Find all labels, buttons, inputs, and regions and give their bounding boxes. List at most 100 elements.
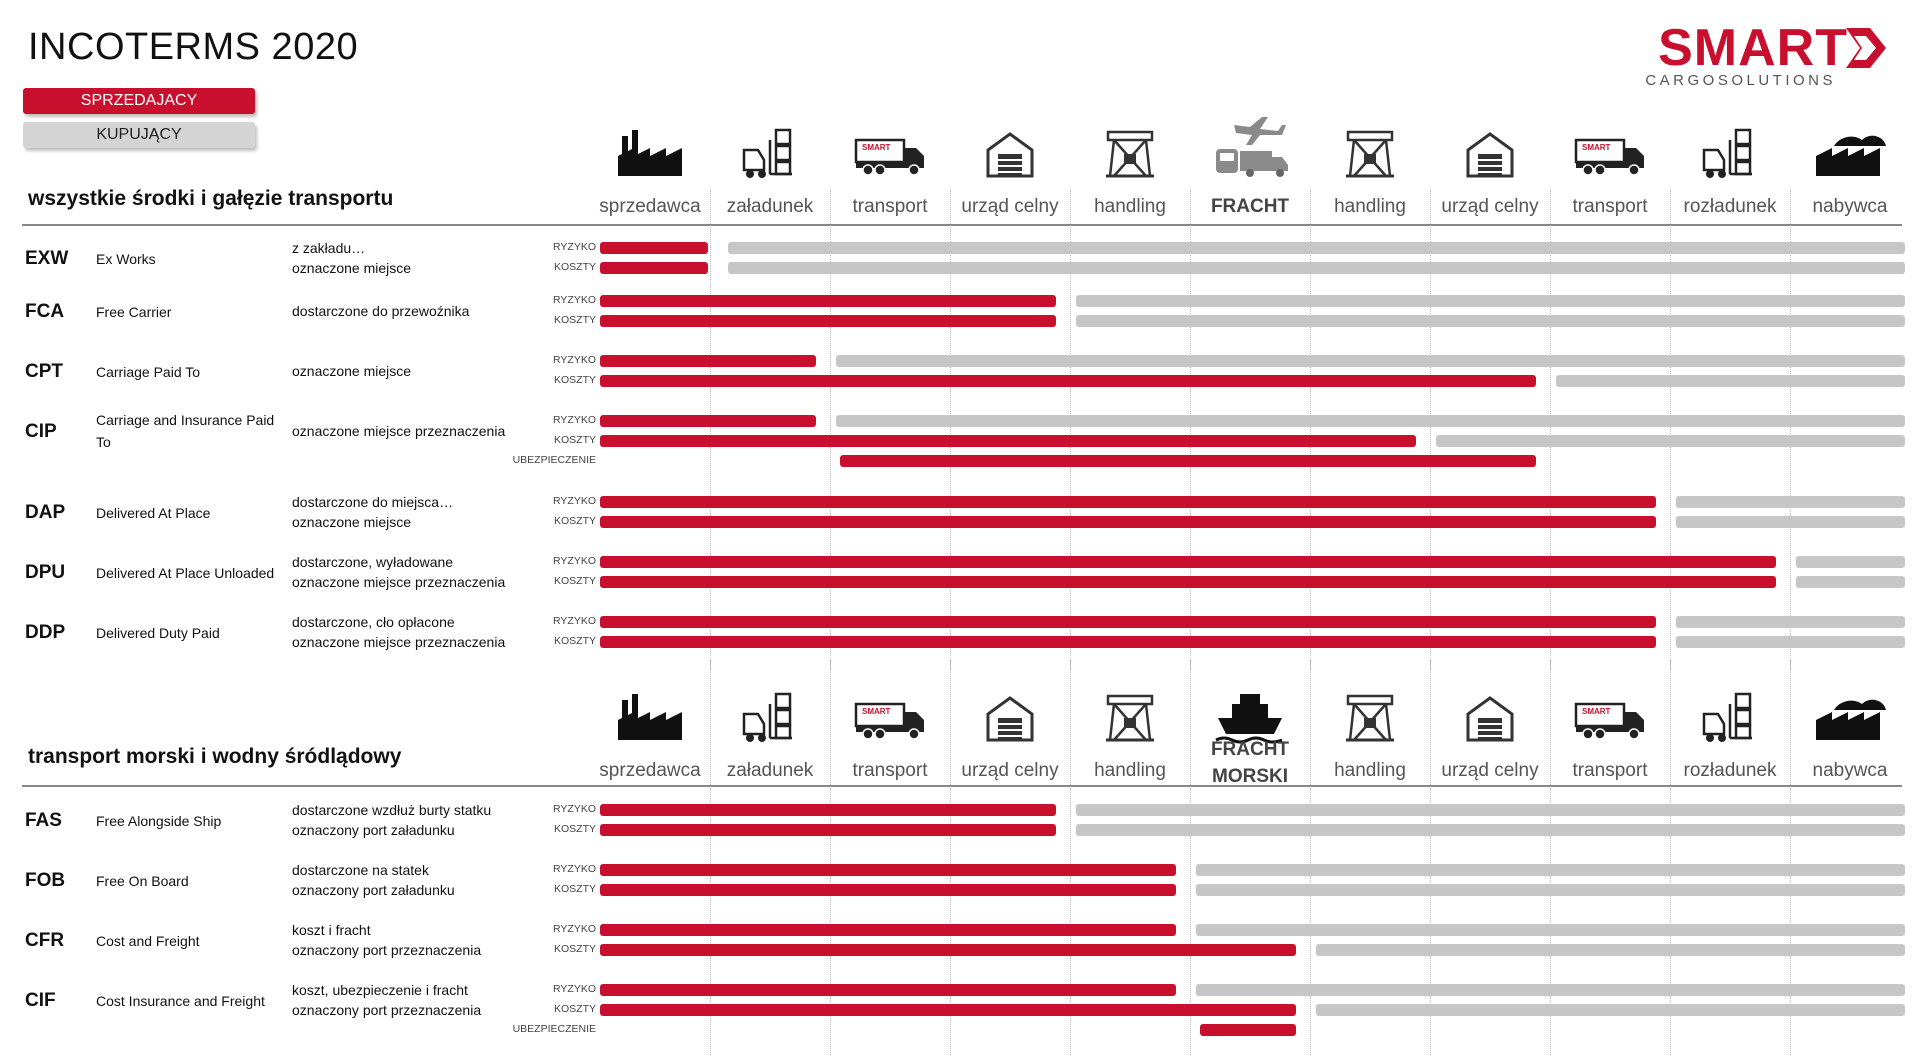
truck-icon xyxy=(1570,126,1650,182)
description-line: oznaczone miejsce xyxy=(292,363,412,379)
stage-label: handling xyxy=(1094,196,1166,217)
row-label-risk: RYZYKO xyxy=(553,354,596,366)
description-line: dostarczone do miejsca… xyxy=(292,494,454,510)
description-line: dostarczone wzdłuż burty statku xyxy=(292,802,492,818)
stage-label: rozładunek xyxy=(1683,196,1777,217)
seller-bar-risk xyxy=(600,295,1056,307)
buyer-factory-icon xyxy=(1810,690,1890,746)
incoterm-description: koszt, ubezpieczenie i fracht oznaczony p… xyxy=(292,980,532,1020)
section-title: transport morski i wodny śródlądowy xyxy=(28,745,402,768)
stage-separator xyxy=(1430,190,1431,670)
stage-separator xyxy=(710,190,711,670)
stage-label: sprzedawca xyxy=(599,760,701,781)
warehouse-icon xyxy=(1450,690,1530,746)
incoterm-name: Ex Works xyxy=(96,251,156,267)
description-line: koszt i fracht xyxy=(292,922,371,938)
buyer-bar-risk xyxy=(836,355,1905,367)
incoterm-name: Delivered At Place xyxy=(96,505,211,521)
buyer-bar-risk xyxy=(1196,984,1905,996)
stage-label: załadunek xyxy=(726,196,814,217)
row-label-cost: KOSZTY xyxy=(553,823,596,835)
seller-bar-risk xyxy=(600,556,1776,568)
description-line: oznaczone miejsce xyxy=(292,260,412,276)
buyer-bar-risk xyxy=(836,415,1905,427)
row-label-cost: KOSZTY xyxy=(553,883,596,895)
forklift-icon xyxy=(730,126,810,182)
stage-label: handling xyxy=(1094,760,1166,781)
buyer-bar-cost xyxy=(1676,516,1905,528)
incoterm-name: Free Alongside Ship xyxy=(96,813,222,829)
forklift-icon xyxy=(1690,690,1770,746)
plane-train-truck-icon xyxy=(1210,110,1290,182)
incoterm-code: FAS xyxy=(25,810,62,831)
seller-bar-cost xyxy=(600,262,708,274)
incoterm-code: FCA xyxy=(25,301,65,322)
incoterm-description: dostarczone do przewoźnika xyxy=(292,301,532,321)
legend-buyer: KUPUJĄCY xyxy=(23,122,255,148)
stage-separator xyxy=(1550,660,1551,1055)
stage-separator xyxy=(1670,660,1671,1055)
forklift-icon xyxy=(730,690,810,746)
row-label-insurance: UBEZPIECZENIE xyxy=(512,1023,596,1035)
buyer-factory-icon xyxy=(1810,126,1890,182)
buyer-bar-cost xyxy=(1076,824,1905,836)
seller-bar-risk xyxy=(600,804,1056,816)
crane-icon xyxy=(1090,126,1170,182)
seller-bar-cost xyxy=(600,944,1296,956)
crane-icon xyxy=(1090,690,1170,746)
stage-separator xyxy=(1310,190,1311,670)
stage-label: urząd celny xyxy=(1441,196,1539,217)
description-line: dostarczone, cło opłacone xyxy=(292,614,455,630)
row-label-cost: KOSZTY xyxy=(553,374,596,386)
buyer-bar-cost xyxy=(1076,315,1905,327)
row-label-cost: KOSZTY xyxy=(553,261,596,273)
forklift-icon xyxy=(1690,126,1770,182)
seller-bar-cost xyxy=(600,435,1416,447)
seller-bar-risk xyxy=(600,924,1176,936)
description-line: oznaczone miejsce przeznaczenia xyxy=(292,634,506,650)
stage-label: rozładunek xyxy=(1683,760,1777,781)
stage-separator xyxy=(1310,660,1311,1055)
seller-bar-cost xyxy=(600,636,1656,648)
crane-icon xyxy=(1330,690,1410,746)
section-divider xyxy=(22,785,1902,787)
description-line: dostarczone, wyładowane xyxy=(292,554,454,570)
buyer-bar-risk xyxy=(728,242,1905,254)
stage-label: FRACHT MORSKI xyxy=(1210,739,1290,787)
incoterm-description: koszt i fracht oznaczony port przeznaczen… xyxy=(292,920,532,960)
buyer-bar-risk xyxy=(1676,616,1905,628)
description-line: dostarczone na statek xyxy=(292,862,429,878)
stage-separator xyxy=(1070,190,1071,670)
buyer-bar-risk xyxy=(1676,496,1905,508)
row-label-risk: RYZYKO xyxy=(553,863,596,875)
incoterm-description: dostarczone na statek oznaczony port zała… xyxy=(292,860,532,900)
incoterm-name: Delivered At Place Unloaded xyxy=(96,565,275,581)
incoterm-description: dostarczone, wyładowane oznaczone miejsce… xyxy=(292,552,532,592)
buyer-bar-risk xyxy=(1076,804,1905,816)
seller-bar-insurance xyxy=(1200,1024,1296,1036)
incoterm-code: CPT xyxy=(25,361,63,382)
stage-separator xyxy=(830,190,831,670)
stage-label: urząd celny xyxy=(961,196,1059,217)
smart-logo: SMART CARGOSOLUTIONS xyxy=(1645,20,1888,90)
incoterm-code: EXW xyxy=(25,248,69,269)
description-line: dostarczone do przewoźnika xyxy=(292,303,470,319)
incoterm-name: Cost and Freight xyxy=(96,933,200,949)
buyer-bar-cost xyxy=(1196,884,1905,896)
row-label-cost: KOSZTY xyxy=(553,635,596,647)
description-line: oznaczony port załadunku xyxy=(292,822,455,838)
incoterm-description: oznaczone miejsce xyxy=(292,361,532,381)
seller-bar-cost xyxy=(600,824,1056,836)
stage-label: transport xyxy=(852,196,928,217)
incoterm-code: CFR xyxy=(25,930,65,951)
seller-bar-risk xyxy=(600,496,1656,508)
stage-separator xyxy=(1550,190,1551,670)
stage-separator xyxy=(1790,190,1791,670)
warehouse-icon xyxy=(970,690,1050,746)
buyer-bar-risk xyxy=(1196,924,1905,936)
legend-seller: SPRZEDAJACY xyxy=(23,88,255,114)
seller-bar-cost xyxy=(600,576,1776,588)
stage-separator xyxy=(710,660,711,1055)
row-label-cost: KOSZTY xyxy=(553,575,596,587)
description-line: z zakładu… xyxy=(292,240,366,256)
